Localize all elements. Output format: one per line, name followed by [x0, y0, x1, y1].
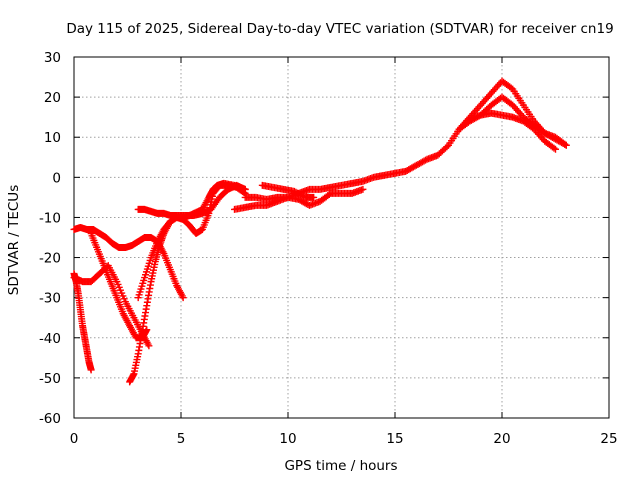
- data-point: [562, 141, 570, 149]
- data-point: [552, 145, 559, 153]
- series-arc-d: [87, 229, 151, 342]
- series-arc-c: [70, 262, 153, 350]
- series-arc-l: [455, 93, 570, 149]
- y-tick-label: 30: [44, 50, 61, 66]
- data-point: [550, 144, 558, 152]
- y-tick-label: -30: [39, 291, 61, 307]
- data-point: [310, 193, 318, 201]
- data-point: [325, 191, 333, 199]
- x-tick-label: 0: [70, 431, 79, 447]
- series-arc-b: [70, 223, 187, 302]
- chart-title: Day 115 of 2025, Sidereal Day-to-day VTE…: [66, 21, 613, 37]
- data-point: [443, 143, 451, 151]
- series-arc-m: [466, 109, 559, 153]
- series-arc-h: [231, 169, 399, 213]
- y-tick-label: -50: [39, 371, 61, 387]
- x-tick-label: 10: [279, 431, 296, 447]
- data-point: [241, 185, 249, 193]
- series-arc-g: [134, 181, 249, 219]
- x-axis-label: GPS time / hours: [284, 458, 397, 474]
- plot-frame: [73, 56, 610, 419]
- x-tick-label: 20: [493, 431, 510, 447]
- data-point: [359, 185, 367, 193]
- x-tick-label: 5: [177, 431, 186, 447]
- data-point: [179, 294, 187, 302]
- y-tick-label: 0: [52, 170, 61, 186]
- data-point: [507, 84, 515, 92]
- y-axis-label: SDTVAR / TECUs: [6, 185, 22, 295]
- y-tick-label: -40: [39, 331, 61, 347]
- series-arc-i: [241, 185, 367, 209]
- data-points: [70, 77, 570, 386]
- data-point: [422, 156, 430, 164]
- series-arc-j: [258, 181, 318, 201]
- data-point: [87, 366, 95, 374]
- y-tick-label: -20: [39, 251, 61, 267]
- series-arc-k: [391, 77, 570, 177]
- y-tick-labels: -60 -50 -40 -30 -20 -10 0 10 20 30: [39, 50, 61, 427]
- y-tick-label: 10: [44, 130, 61, 146]
- y-tick-label: 20: [44, 90, 61, 106]
- x-tick-label: 25: [600, 431, 617, 447]
- series-arc-a: [70, 270, 95, 374]
- y-tick-label: -10: [39, 210, 61, 226]
- y-tick-label: -60: [39, 411, 61, 427]
- data-point: [561, 140, 569, 148]
- data-point: [145, 342, 153, 350]
- x-tick-labels: 0 5 10 15 20 25: [70, 431, 618, 447]
- x-tick-label: 15: [386, 431, 403, 447]
